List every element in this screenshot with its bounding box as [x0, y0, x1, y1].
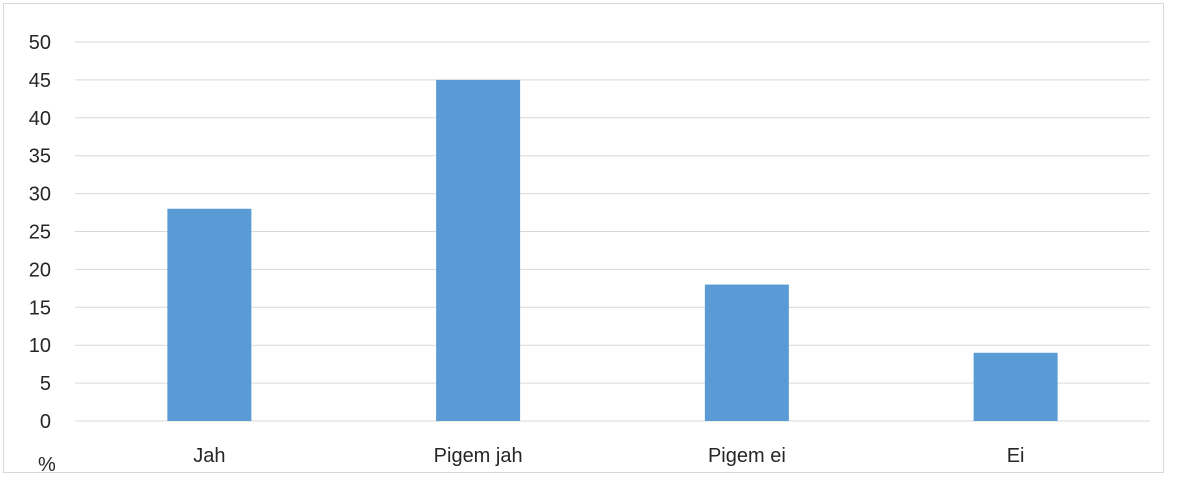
x-axis-ticks: Jah Pigem jah Pigem ei Ei: [193, 445, 1024, 467]
y-tick-label: 10: [29, 335, 51, 357]
y-tick-label: 5: [40, 373, 51, 395]
y-tick-label: 25: [29, 222, 51, 244]
x-tick-label: Pigem ei: [708, 445, 786, 467]
y-tick-label: 15: [29, 297, 51, 319]
x-tick-label: Jah: [193, 445, 225, 467]
x-tick-label: Ei: [1007, 445, 1025, 467]
bars: [167, 79, 1058, 422]
y-tick-label: 35: [29, 146, 51, 168]
y-tick-label: 40: [29, 108, 51, 130]
y-tick-label: 45: [29, 70, 51, 92]
gridlines: [75, 41, 1150, 422]
bar-pigem-ei: [704, 284, 789, 421]
bar-ei: [973, 352, 1058, 421]
x-tick-label: Pigem jah: [434, 445, 523, 467]
y-axis-unit-label: %: [38, 454, 56, 476]
y-tick-label: 30: [29, 184, 51, 206]
y-axis-ticks: 0 5 10 15 20 25 30 35 40 45 50: [29, 32, 51, 433]
y-tick-label: 20: [29, 259, 51, 281]
bar-pigem-jah: [436, 79, 521, 422]
y-tick-label: 0: [40, 411, 51, 433]
y-tick-label: 50: [29, 32, 51, 54]
bar-jah: [167, 208, 252, 421]
